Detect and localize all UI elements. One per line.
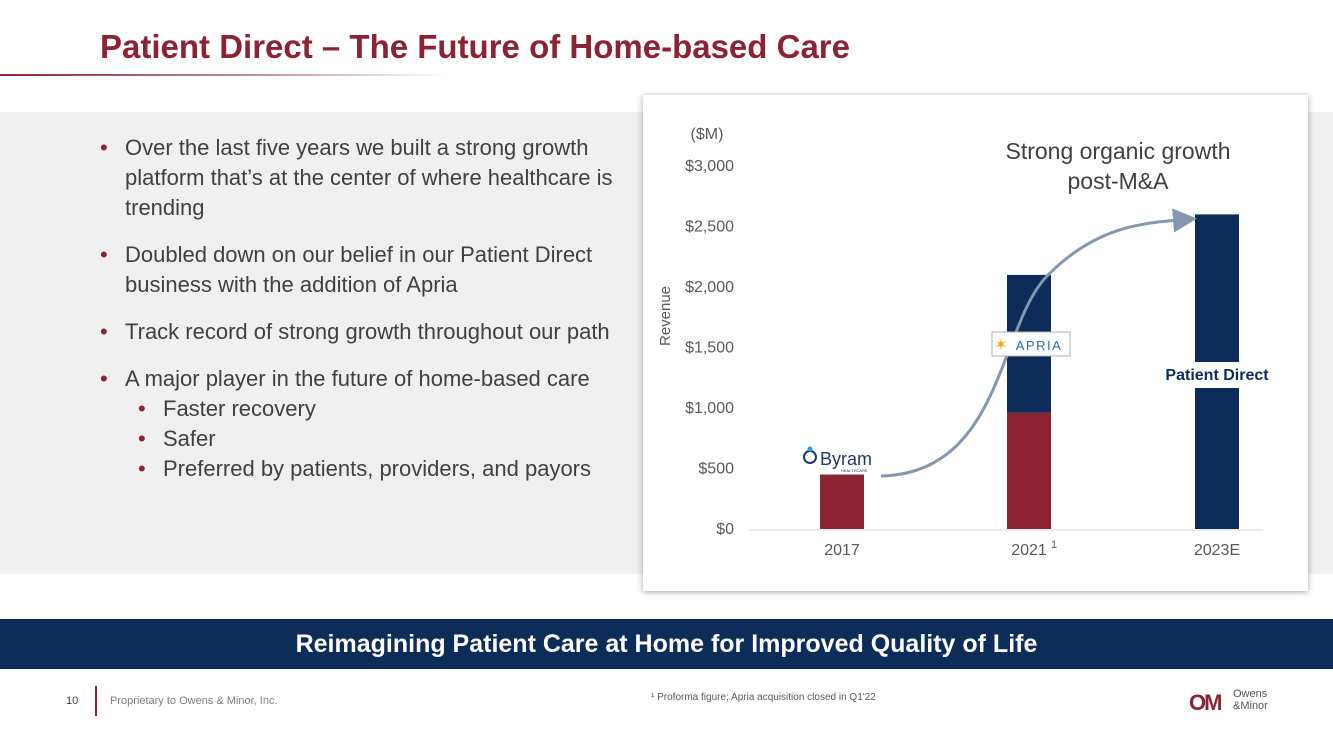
- footer-divider: [95, 686, 97, 716]
- y-tick-label: $0: [716, 521, 734, 538]
- logo-line-2: &Minor: [1233, 700, 1268, 712]
- bullet-text: Doubled down on our belief in our Patien…: [125, 242, 593, 297]
- tagline-banner: Reimagining Patient Care at Home for Imp…: [0, 619, 1333, 669]
- y-tick-label: $1,500: [685, 340, 734, 357]
- chart-card: $0 $500 $1,000 $1,500 $2,000 $2,500 $3,000 ($M)…: [643, 95, 1308, 591]
- bullet-text: Over the last five years we built a stro…: [125, 135, 613, 220]
- title-underline: [0, 74, 450, 76]
- sub-bullet-item: Preferred by patients, providers, and pa…: [138, 454, 640, 484]
- bullet-item: Over the last five years we built a stro…: [100, 133, 640, 223]
- x-tick-label: 2017: [824, 542, 860, 559]
- bullet-list: Over the last five years we built a stro…: [100, 133, 640, 484]
- revenue-chart: $0 $500 $1,000 $1,500 $2,000 $2,500 $3,000 ($M)…: [657, 126, 1274, 559]
- y-tick-label: $3,000: [685, 158, 734, 175]
- unit-label: ($M): [691, 126, 724, 143]
- sub-bullet-item: Faster recovery: [138, 394, 640, 424]
- owens-minor-logo: OM Owens &Minor: [1189, 686, 1289, 716]
- y-tick-label: $1,000: [685, 400, 734, 417]
- x-tick-superscript: 1: [1051, 539, 1057, 551]
- logo-line-1: Owens: [1233, 688, 1268, 700]
- bullet-item: A major player in the future of home-bas…: [100, 364, 640, 484]
- y-tick-label: $2,500: [685, 219, 734, 236]
- sub-bullet-list: Faster recovery Safer Preferred by patie…: [125, 394, 640, 484]
- chart-headline-line-2: post-M&A: [1068, 168, 1170, 194]
- slide-title: Patient Direct – The Future of Home-base…: [100, 28, 850, 65]
- bar: [820, 474, 864, 529]
- logo-wordmark: Owens &Minor: [1233, 688, 1268, 712]
- footnote: ¹ Proforma figure; Apria acquisition clo…: [651, 692, 876, 703]
- growth-arrow: [880, 208, 1197, 478]
- bullet-text: Track record of strong growth throughout…: [125, 319, 610, 344]
- byram-logo-icon: [803, 450, 817, 464]
- bar: [1007, 412, 1051, 529]
- byram-logo-dot: [807, 446, 813, 452]
- apria-logo-box: [991, 331, 1071, 357]
- y-tick-label: $2,000: [685, 279, 734, 296]
- bullet-text: A major player in the future of home-bas…: [125, 366, 590, 391]
- y-tick-label: $500: [698, 461, 734, 478]
- byram-logo-subtext: HEALTHCARE: [841, 468, 868, 473]
- apria-star-icon: ✶: [994, 335, 1007, 354]
- patient-direct-label-bg: [1160, 362, 1274, 388]
- y-axis-title: Revenue: [657, 286, 674, 346]
- byram-logo-text: Byram: [820, 449, 872, 469]
- sub-bullet-item: Safer: [138, 424, 640, 454]
- page-number: 10: [66, 695, 79, 707]
- apria-logo-text: APRIA: [1016, 338, 1063, 353]
- logo-mark: OM: [1189, 690, 1222, 715]
- patient-direct-label: Patient Direct: [1165, 367, 1269, 384]
- x-tick-label: 2023E: [1194, 542, 1240, 559]
- x-tick-label: 2021: [1011, 542, 1047, 559]
- chart-headline-line-1: Strong organic growth: [1005, 138, 1230, 164]
- bullet-item: Doubled down on our belief in our Patien…: [100, 240, 640, 300]
- bullet-item: Track record of strong growth throughout…: [100, 317, 640, 347]
- proprietary-notice: Proprietary to Owens & Minor, Inc.: [110, 695, 278, 707]
